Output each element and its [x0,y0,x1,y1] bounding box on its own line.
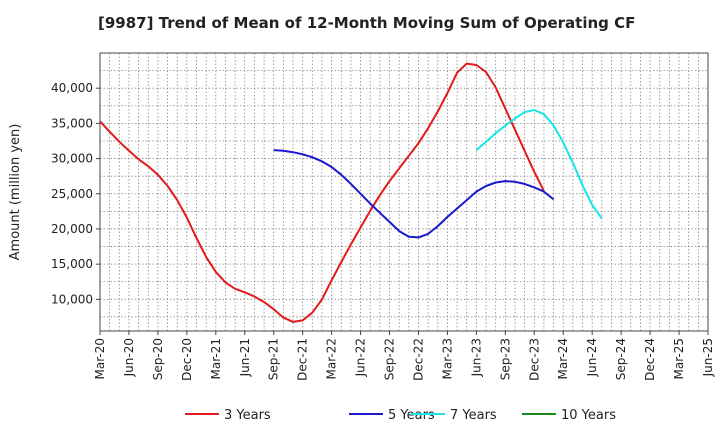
x-tick-label: Sep-22 [383,338,397,380]
series-line-3-years [99,62,545,323]
legend-label: 5 Years [388,408,435,423]
y-tick-label: 40,000 [51,81,93,95]
x-tick-label: Sep-21 [267,338,281,380]
series-line-5-years [273,149,555,239]
x-tick-label: Dec-20 [180,338,194,381]
x-tick-label: Sep-20 [151,338,165,380]
y-tick-label: 15,000 [51,257,93,271]
y-tick-label: 20,000 [51,222,93,236]
plot-area [100,53,708,331]
x-tick-label: Jun-22 [354,338,368,377]
grid [100,53,708,331]
x-tick-label: Mar-21 [209,338,223,379]
x-tick-label: Sep-24 [614,338,628,380]
x-tick-label: Mar-22 [325,338,339,379]
y-tick-label: 35,000 [51,116,93,130]
y-axis-ticks: 10,000 15,000 20,000 25,000 30,000 35,000 40,0… [51,81,100,306]
series-lines [99,62,603,323]
y-axis-label: Amount (million yen) [8,124,23,261]
x-tick-label: Jun-23 [469,338,483,377]
y-tick-label: 10,000 [51,292,93,306]
plot-frame [99,52,709,332]
x-tick-label: Dec-22 [411,338,425,381]
y-tick-label: 25,000 [51,187,93,201]
legend-label: 10 Years [561,408,616,423]
series-line-7-years [475,109,603,219]
x-tick-label: Mar-20 [93,338,107,379]
legend-label: 3 Years [224,408,271,423]
x-tick-label: Sep-23 [498,338,512,380]
x-tick-label: Jun-25 [701,338,715,377]
x-tick-label: Dec-24 [643,338,657,381]
x-tick-label: Mar-23 [440,338,454,379]
x-tick-label: Dec-23 [527,338,541,381]
x-tick-label: Jun-21 [238,338,252,377]
x-axis-ticks: Mar-20 Jun-20 Sep-20 Dec-20 Mar-21 Jun-21 Sep-… [93,331,715,381]
legend: 3 Years 5 Years 7 Years 10 Years [185,408,616,423]
y-tick-label: 30,000 [51,152,93,166]
x-tick-label: Dec-21 [296,338,310,381]
x-tick-label: Mar-25 [672,338,686,379]
legend-label: 7 Years [450,408,497,423]
x-tick-label: Jun-20 [122,338,136,377]
chart-title: [9987] Trend of Mean of 12-Month Moving … [98,14,636,32]
x-tick-label: Jun-24 [585,338,599,377]
x-tick-label: Mar-24 [556,338,570,379]
